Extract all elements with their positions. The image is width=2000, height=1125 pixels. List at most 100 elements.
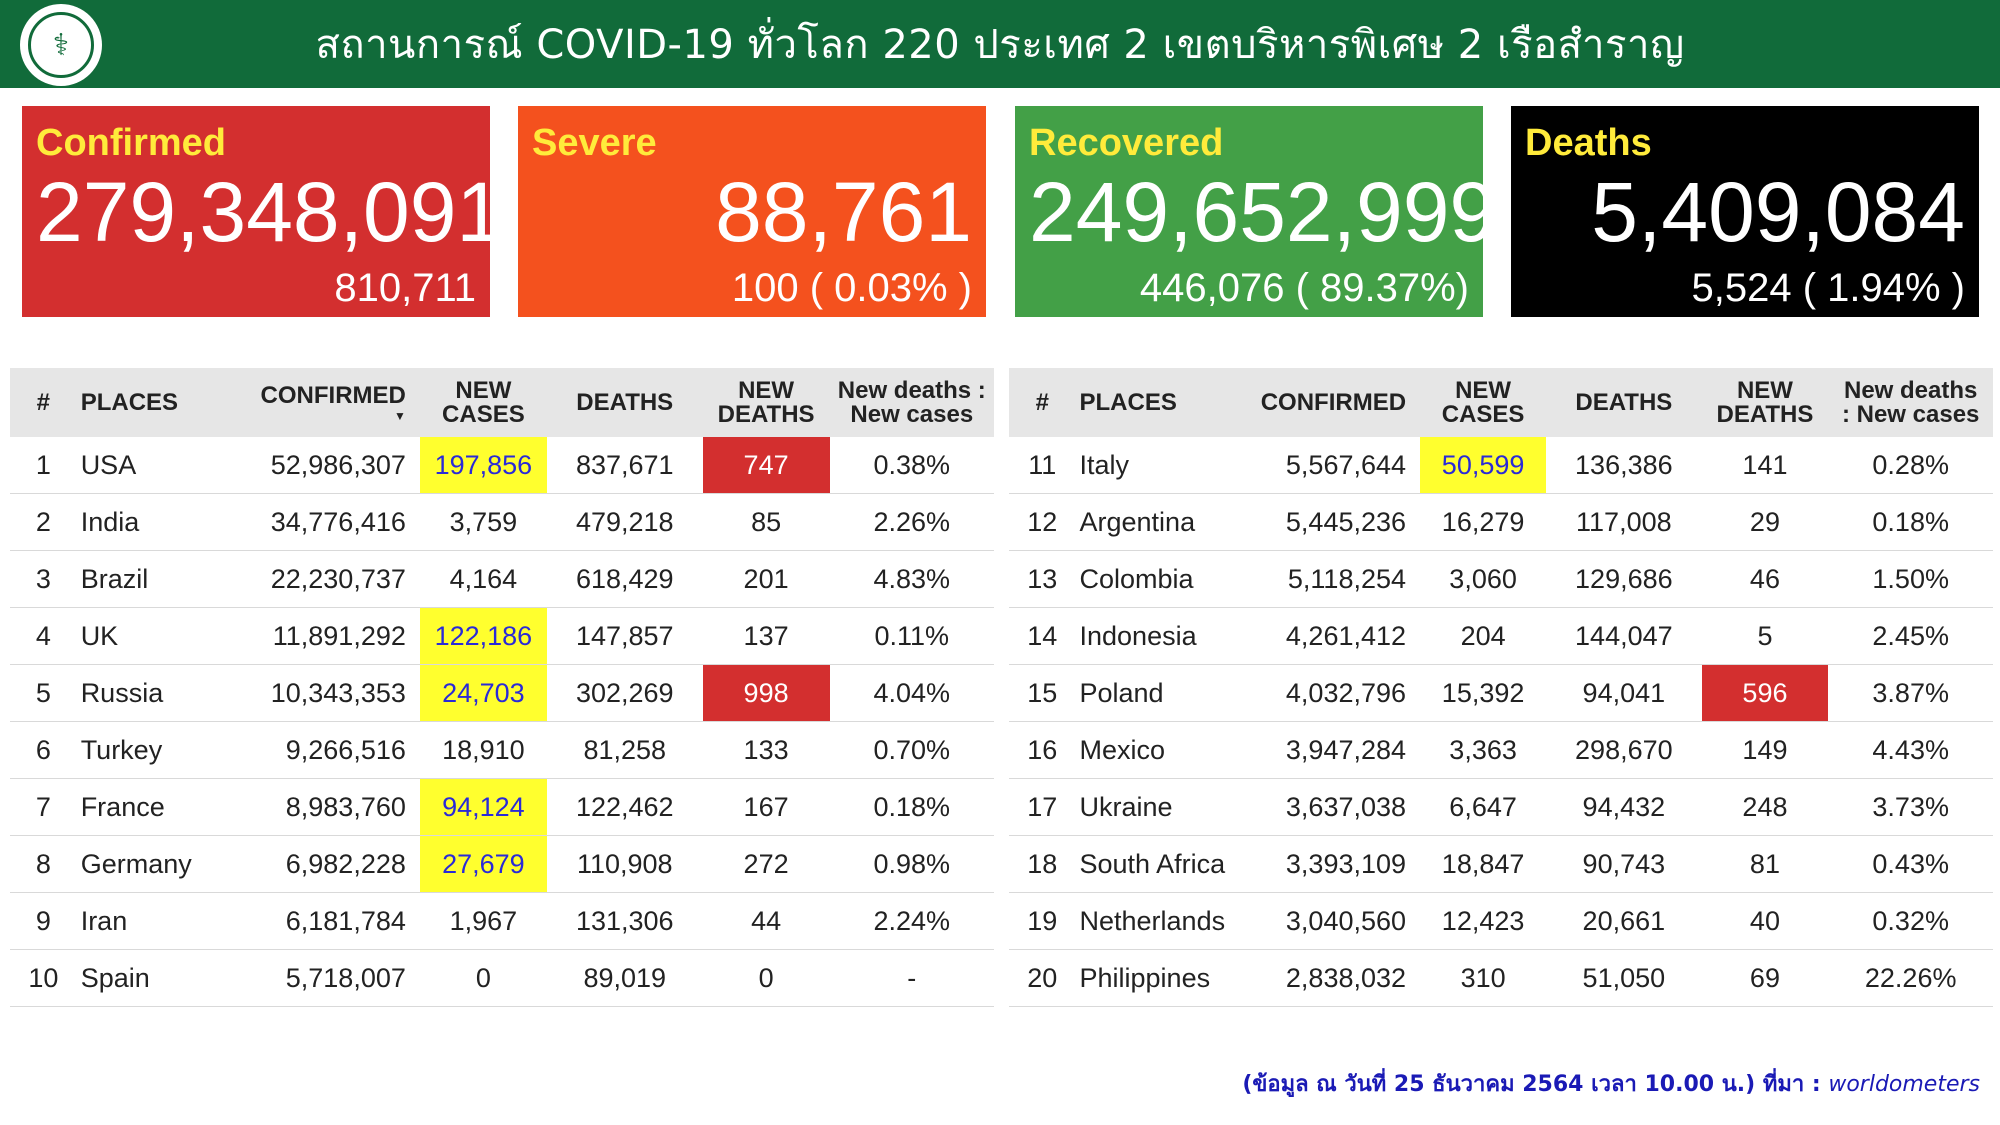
ratio-cell: 0.18%	[1828, 493, 1993, 551]
new-cases-cell: 16,279	[1420, 493, 1547, 551]
new-cases-header-line1: NEW	[1455, 376, 1512, 404]
table-row: 16 Mexico 3,947,284 3,363 298,670 149 4.43%	[1009, 721, 1993, 779]
deaths-cell: 479,218	[546, 493, 703, 551]
new-cases-cell: 50,599	[1420, 437, 1547, 494]
rank-cell: 9	[10, 892, 77, 950]
deaths-cell: 136,386	[1546, 437, 1702, 494]
confirmed-cell: 10,343,353	[252, 664, 420, 722]
data-date-text: (ข้อมูล ณ วันที่ 25 ธันวาคม 2564 เวลา 10…	[1242, 1072, 1829, 1097]
new-deaths-cell: 137	[702, 607, 830, 665]
confirmed-label: Confirmed	[36, 122, 226, 164]
sort-down-icon[interactable]: ▼	[393, 408, 406, 423]
rank-cell: 20	[1009, 949, 1076, 1007]
confirmed-header[interactable]: CONFIRMED	[1252, 368, 1421, 437]
place-cell: Iran	[76, 892, 253, 950]
place-cell: USA	[76, 437, 253, 494]
ratio-cell: 4.83%	[829, 550, 994, 608]
confirmed-header-label: CONFIRMED	[260, 381, 406, 409]
deaths-cell: 110,908	[546, 835, 703, 893]
table-header-row: # PLACES CONFIRMED NEW CASES DEATHS NEW …	[1009, 368, 1993, 437]
deaths-cell: 90,743	[1546, 835, 1702, 893]
confirmed-cell: 2,838,032	[1252, 949, 1421, 1007]
new-cases-cell: 197,856	[419, 437, 547, 494]
header-bar: ⚕ สถานการณ์ COVID-19 ทั่วโลก 220 ประเทศ …	[0, 0, 2000, 88]
new-cases-cell: 3,060	[1420, 550, 1547, 608]
new-deaths-cell: 44	[702, 892, 830, 950]
place-cell: India	[76, 493, 253, 551]
confirmed-cell: 5,118,254	[1252, 550, 1421, 608]
caduceus-icon: ⚕	[28, 12, 94, 78]
table-row: 12 Argentina 5,445,236 16,279 117,008 29 0.18%	[1009, 493, 1993, 551]
confirmed-total: 279,348,091	[36, 165, 504, 259]
deaths-cell: 618,429	[546, 550, 703, 608]
new-cases-header: NEW CASES	[419, 368, 547, 437]
rank-header: #	[1009, 368, 1076, 437]
new-deaths-cell: 29	[1701, 493, 1829, 551]
rank-cell: 2	[10, 493, 77, 551]
deaths-cell: 144,047	[1546, 607, 1702, 665]
new-cases-cell: 1,967	[419, 892, 547, 950]
new-deaths-cell: 141	[1701, 437, 1829, 494]
table-row: 4 UK 11,891,292 122,186 147,857 137 0.11%	[10, 607, 994, 665]
ratio-cell: 0.70%	[829, 721, 994, 779]
places-header: PLACES	[1075, 368, 1253, 437]
deaths-cell: 51,050	[1546, 949, 1702, 1007]
place-cell: Spain	[76, 949, 253, 1007]
deaths-cell: 298,670	[1546, 721, 1702, 779]
deaths-cell: 89,019	[546, 949, 703, 1007]
table-row: 3 Brazil 22,230,737 4,164 618,429 201 4.83%	[10, 550, 994, 608]
rank-cell: 13	[1009, 550, 1076, 608]
place-cell: Brazil	[76, 550, 253, 608]
confirmed-header[interactable]: CONFIRMED ▼	[252, 368, 420, 437]
deaths-cell: 117,008	[1546, 493, 1702, 551]
new-cases-cell: 122,186	[419, 607, 547, 665]
place-cell: Poland	[1075, 664, 1253, 722]
deaths-header: DEATHS	[546, 368, 703, 437]
ratio-cell: -	[829, 949, 994, 1007]
ratio-cell: 3.87%	[1828, 664, 1993, 722]
severe-total: 88,761	[715, 165, 972, 259]
ratio-cell: 0.11%	[829, 607, 994, 665]
new-cases-header: NEW CASES	[1420, 368, 1547, 437]
new-cases-cell: 18,847	[1420, 835, 1547, 893]
confirmed-cell: 6,982,228	[252, 835, 420, 893]
deaths-cell: 94,432	[1546, 778, 1702, 836]
new-deaths-cell: 167	[702, 778, 830, 836]
new-deaths-cell: 46	[1701, 550, 1829, 608]
new-deaths-cell: 85	[702, 493, 830, 551]
deaths-cell: 131,306	[546, 892, 703, 950]
confirmed-cell: 9,266,516	[252, 721, 420, 779]
ratio-header: New deaths : New cases	[1828, 368, 1993, 437]
places-header: PLACES	[76, 368, 253, 437]
new-cases-cell: 24,703	[419, 664, 547, 722]
table-row: 14 Indonesia 4,261,412 204 144,047 5 2.45%	[1009, 607, 1993, 665]
ratio-cell: 0.28%	[1828, 437, 1993, 494]
new-deaths-header-line2: DEATHS	[717, 400, 815, 428]
ratio-cell: 0.43%	[1828, 835, 1993, 893]
confirmed-cell: 11,891,292	[252, 607, 420, 665]
table-row: 13 Colombia 5,118,254 3,060 129,686 46 1.50%	[1009, 550, 1993, 608]
place-cell: Ukraine	[1075, 778, 1253, 836]
place-cell: Netherlands	[1075, 892, 1253, 950]
confirmed-cell: 3,637,038	[1252, 778, 1421, 836]
new-deaths-cell: 149	[1701, 721, 1829, 779]
confirmed-cell: 5,567,644	[1252, 437, 1421, 494]
confirmed-cell: 22,230,737	[252, 550, 420, 608]
table-row: 1 USA 52,986,307 197,856 837,671 747 0.38%	[10, 437, 994, 494]
confirmed-cell: 3,040,560	[1252, 892, 1421, 950]
table-row: 6 Turkey 9,266,516 18,910 81,258 133 0.70%	[10, 721, 994, 779]
table-row: 17 Ukraine 3,637,038 6,647 94,432 248 3.73%	[1009, 778, 1993, 836]
ratio-cell: 2.24%	[829, 892, 994, 950]
ratio-cell: 22.26%	[1828, 949, 1993, 1007]
deaths-cell: 122,462	[546, 778, 703, 836]
new-deaths-cell: 747	[702, 437, 830, 494]
confirmed-cell: 3,393,109	[1252, 835, 1421, 893]
rank-cell: 1	[10, 437, 77, 494]
ratio-cell: 0.98%	[829, 835, 994, 893]
confirmed-cell: 52,986,307	[252, 437, 420, 494]
new-cases-cell: 12,423	[1420, 892, 1547, 950]
ratio-cell: 0.18%	[829, 778, 994, 836]
new-deaths-cell: 40	[1701, 892, 1829, 950]
recovered-new: 446,076 ( 89.37%)	[1139, 266, 1469, 310]
new-cases-cell: 0	[419, 949, 547, 1007]
